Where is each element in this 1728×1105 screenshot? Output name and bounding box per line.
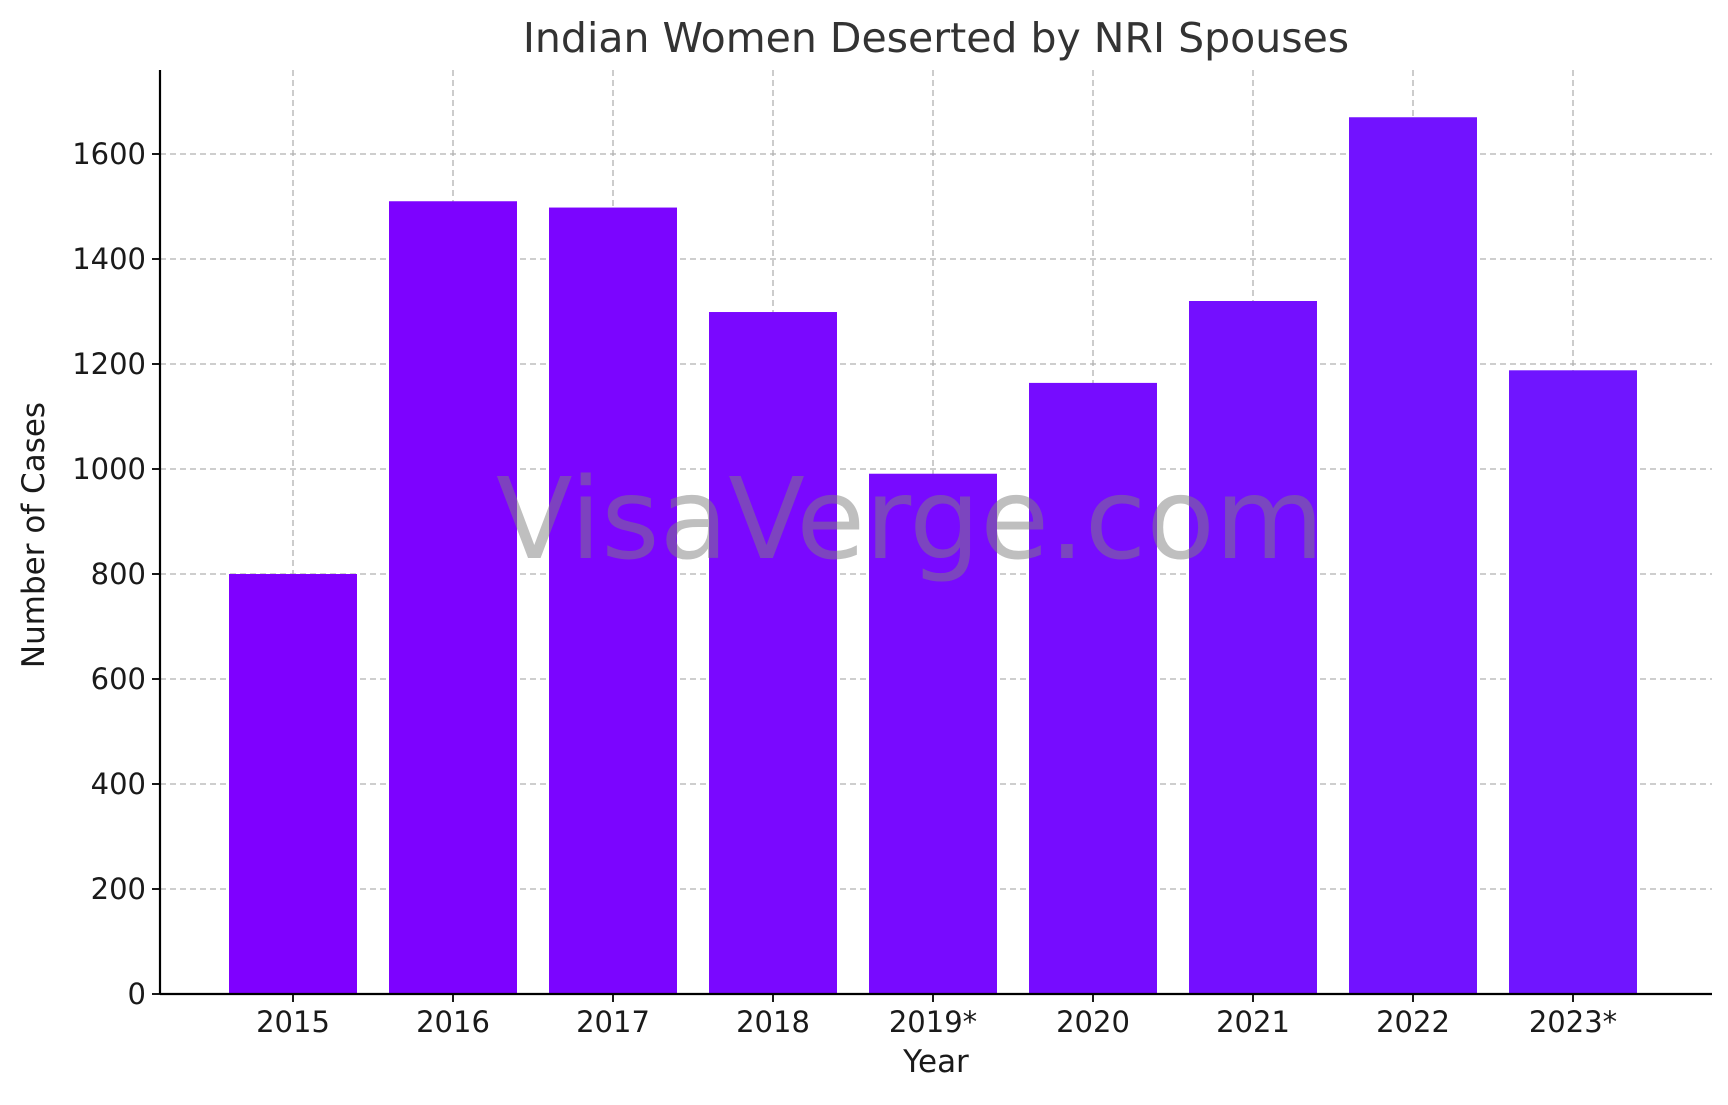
bar-2016 bbox=[389, 201, 517, 994]
bar-2023 bbox=[1509, 370, 1637, 994]
x-axis-label: Year bbox=[902, 1044, 969, 1080]
y-axis-label: Number of Cases bbox=[16, 402, 52, 668]
y-tick-label: 1200 bbox=[72, 347, 146, 381]
y-tick-label: 400 bbox=[91, 767, 146, 801]
x-tick-label: 2021 bbox=[1216, 1005, 1290, 1039]
chart-title: Indian Women Deserted by NRI Spouses bbox=[523, 14, 1349, 62]
bar-2015 bbox=[229, 574, 357, 994]
axes bbox=[152, 70, 1712, 1002]
watermark: VisaVerge.com bbox=[496, 455, 1324, 585]
bar-2022 bbox=[1349, 117, 1477, 994]
y-tick-label: 1000 bbox=[72, 452, 146, 486]
y-tick-label: 1600 bbox=[72, 137, 146, 171]
x-tick-label: 2016 bbox=[416, 1005, 490, 1039]
y-tick-label: 0 bbox=[128, 977, 146, 1011]
x-tick-label: 2017 bbox=[576, 1005, 650, 1039]
bar-2017 bbox=[549, 207, 677, 995]
bars bbox=[229, 117, 1637, 995]
x-tick-label: 2018 bbox=[736, 1005, 810, 1039]
x-tick-label: 2020 bbox=[1056, 1005, 1130, 1039]
x-tick-label: 2023* bbox=[1529, 1005, 1617, 1039]
y-tick-label: 200 bbox=[91, 872, 146, 906]
x-tick-label: 2019* bbox=[889, 1005, 977, 1039]
y-tick-label: 800 bbox=[91, 557, 146, 591]
bar-2021 bbox=[1189, 301, 1317, 994]
x-tick-label: 2015 bbox=[256, 1005, 330, 1039]
x-tick-label: 2022 bbox=[1376, 1005, 1450, 1039]
tick-labels: 0 200 400 600 800 1000 1200 1400 1600 2015 2016 201… bbox=[72, 137, 1617, 1039]
bar-2018 bbox=[709, 312, 837, 994]
bar-2019 bbox=[869, 473, 997, 995]
y-tick-label: 600 bbox=[91, 662, 146, 696]
bar-2020 bbox=[1029, 382, 1157, 994]
y-tick-label: 1400 bbox=[72, 242, 146, 276]
